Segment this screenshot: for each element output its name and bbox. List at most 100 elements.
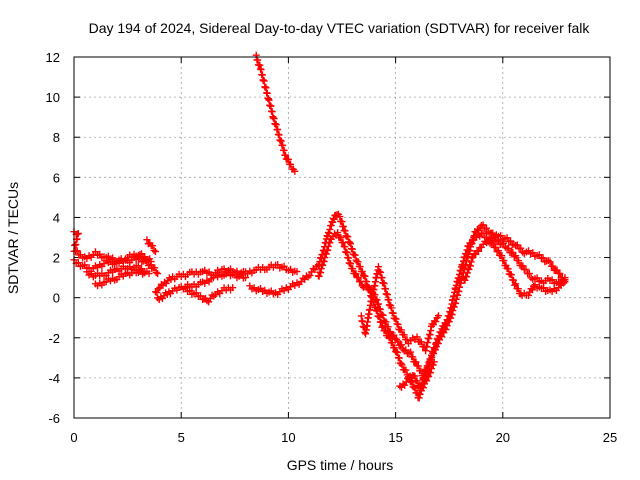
data-point	[510, 276, 518, 284]
data-point	[352, 270, 360, 278]
data-point	[329, 218, 337, 226]
data-point	[463, 269, 471, 277]
data-point	[398, 341, 406, 349]
data-point	[322, 250, 330, 258]
y-tick-label: 12	[46, 50, 60, 65]
data-point	[274, 125, 282, 133]
data-point	[495, 247, 503, 255]
data-point	[275, 131, 283, 139]
data-point	[400, 331, 408, 339]
data-point	[384, 323, 392, 331]
data-point	[533, 274, 541, 282]
data-point	[431, 344, 439, 352]
data-point	[73, 247, 81, 255]
data-point	[147, 258, 155, 266]
data-point	[467, 240, 475, 248]
data-point	[561, 278, 569, 286]
data-point	[196, 292, 204, 300]
data-point	[317, 269, 325, 277]
y-tick-label: 10	[46, 90, 60, 105]
data-point	[427, 365, 435, 373]
data-point	[274, 261, 282, 269]
data-series-track-k	[314, 229, 569, 382]
data-point	[326, 225, 334, 233]
data-point	[280, 146, 288, 154]
y-tick-label: -6	[48, 411, 60, 426]
data-point	[319, 261, 327, 269]
data-point	[505, 244, 513, 252]
data-point	[379, 311, 387, 319]
data-point	[461, 254, 469, 262]
data-point	[186, 287, 194, 295]
data-point	[344, 254, 352, 262]
data-point	[282, 151, 290, 159]
data-point	[463, 273, 471, 281]
data-point	[507, 237, 515, 245]
data-point	[343, 249, 351, 257]
data-point	[558, 274, 566, 282]
data-point	[321, 254, 329, 262]
x-tick-label: 10	[281, 430, 295, 445]
data-series-track-c	[83, 262, 149, 281]
data-point	[378, 274, 386, 282]
y-tick-label: 8	[53, 130, 60, 145]
plot-frame	[73, 56, 611, 419]
y-tick-label: 4	[53, 210, 60, 225]
data-point	[489, 229, 497, 237]
data-point	[465, 265, 473, 273]
y-tick-label: -4	[48, 371, 60, 386]
data-point	[498, 252, 506, 260]
data-point	[500, 257, 508, 265]
data-points	[70, 51, 569, 402]
data-point	[356, 263, 364, 271]
data-point	[145, 270, 153, 278]
data-point	[349, 265, 357, 273]
data-point	[361, 272, 369, 280]
data-point	[405, 349, 413, 357]
data-series-track-l	[357, 263, 442, 355]
data-point	[74, 259, 82, 267]
data-point	[85, 264, 93, 272]
data-point	[429, 348, 437, 356]
data-point	[386, 328, 394, 336]
data-point	[500, 239, 508, 247]
data-point	[277, 137, 285, 145]
data-point	[270, 115, 278, 123]
data-point	[479, 221, 487, 229]
data-point	[96, 250, 104, 258]
data-point	[280, 262, 288, 270]
data-series-track-j	[246, 210, 569, 402]
data-point	[459, 257, 467, 265]
data-point	[339, 239, 347, 247]
data-point	[252, 51, 260, 59]
data-point	[414, 362, 422, 370]
data-point	[347, 240, 355, 248]
data-point	[468, 237, 476, 245]
data-point	[324, 242, 332, 250]
data-point	[154, 285, 162, 293]
data-point	[527, 274, 535, 282]
x-tick-label: 25	[603, 430, 617, 445]
data-point	[401, 381, 409, 389]
data-point	[181, 284, 189, 292]
axis-ticks: 0 5 10 15 20 25 -6 -4 -2 0 2 4 6 8 10 12	[46, 50, 618, 445]
data-point	[339, 223, 347, 231]
data-point	[442, 320, 450, 328]
data-point	[410, 383, 418, 391]
data-point	[387, 304, 395, 312]
data-point	[150, 246, 158, 254]
data-point	[192, 289, 200, 297]
data-point	[529, 249, 537, 257]
data-point	[293, 268, 301, 276]
data-point	[337, 234, 345, 242]
data-point	[462, 250, 470, 258]
data-point	[466, 262, 474, 270]
data-point	[151, 248, 159, 256]
data-point	[525, 270, 533, 278]
data-point	[403, 336, 411, 344]
data-point	[407, 348, 415, 356]
data-point	[380, 280, 388, 288]
y-tick-label: 6	[53, 170, 60, 185]
data-series-track-g	[154, 269, 250, 304]
data-point	[91, 248, 99, 256]
